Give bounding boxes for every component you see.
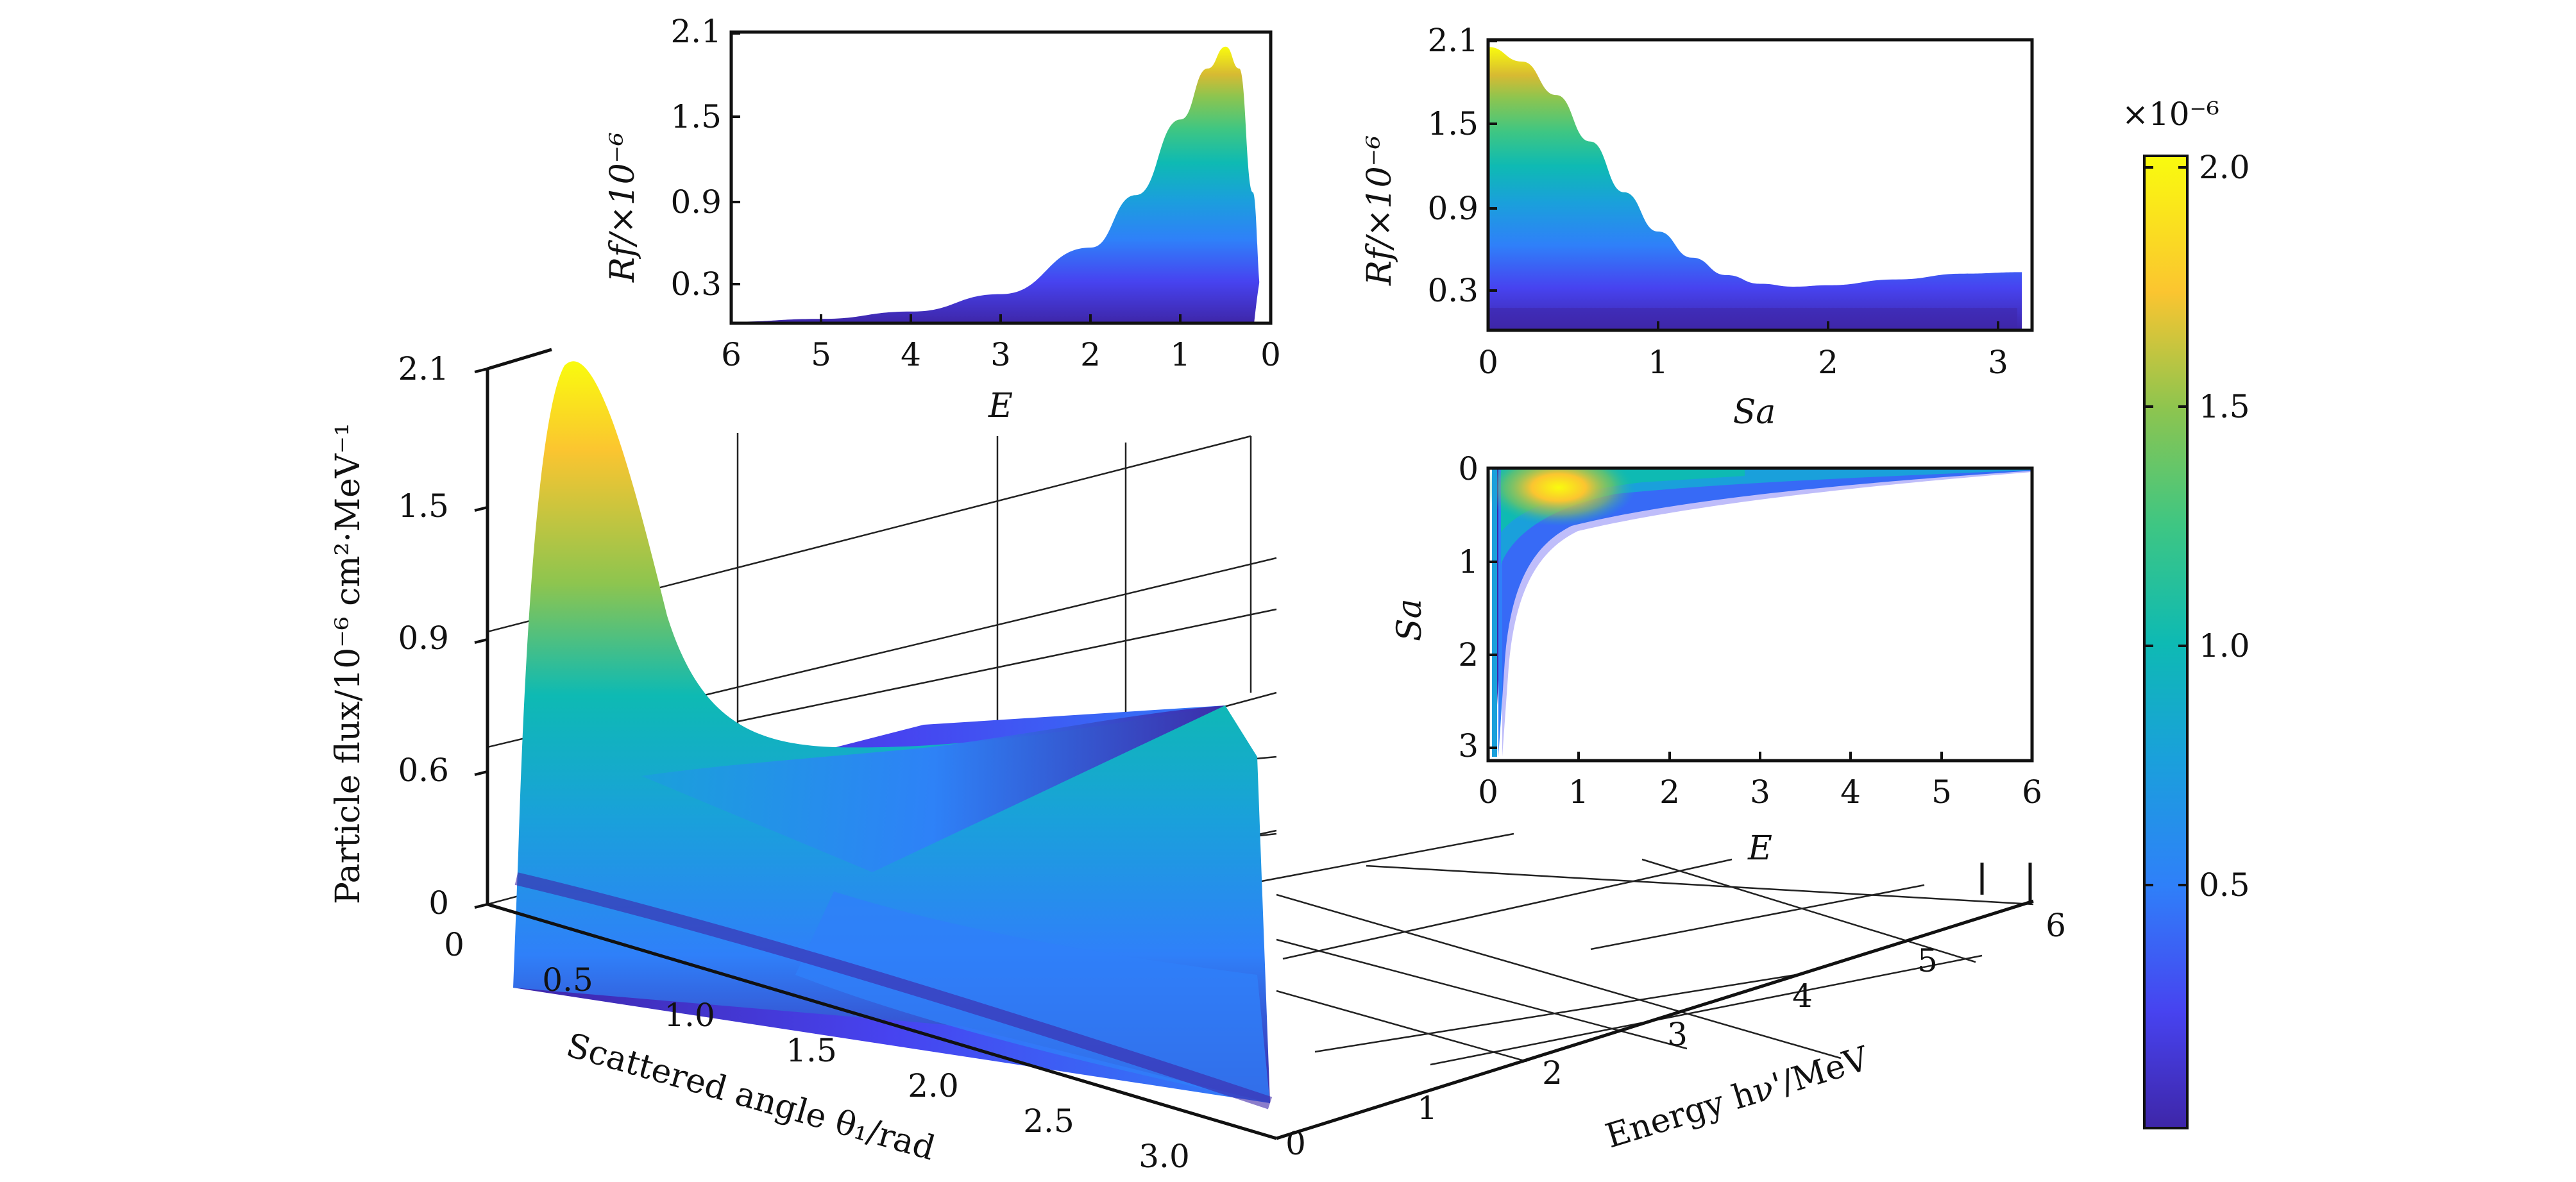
y-tick: 1	[1458, 543, 1479, 580]
surface-z-axis-label: Energy hν'/MeV	[1601, 1039, 1874, 1156]
energy-tick: 4	[1792, 977, 1813, 1015]
angle-tick: 3.0	[1139, 1138, 1190, 1175]
y-tick: 2	[1458, 636, 1479, 673]
angle-tick: 2.5	[1023, 1102, 1074, 1140]
inset-map-x-label: E	[1747, 829, 1772, 868]
x-tick: 5	[811, 336, 831, 373]
x-tick: 1	[1170, 336, 1191, 373]
inset-angle-frame	[1486, 38, 2034, 332]
angle-tick: 0.5	[542, 961, 593, 999]
inset-map-plot: 0 1 2 3 4 5 6 0 1 2 3 E Sa	[1391, 450, 2042, 868]
z-tick: 1.5	[398, 487, 449, 525]
inset-angle-x-label: Sa	[1733, 393, 1776, 432]
y-tick: 1.5	[670, 98, 722, 135]
inset-map-y-ticks: 0 1 2 3	[1458, 450, 1497, 764]
colorbar-ticks: 2.0 1.5 1.0 0.5	[2144, 149, 2250, 904]
x-tick: 5	[1931, 773, 1952, 811]
energy-tick: 3	[1667, 1016, 1688, 1053]
x-tick: 1	[1568, 773, 1589, 811]
y-tick: 0.3	[1427, 272, 1479, 309]
inset-map-x-ticks: 0 1 2 3 4 5 6	[1478, 752, 2042, 811]
x-tick: 4	[901, 336, 921, 373]
colorbar: ×10⁻⁶ 2.0 1.5 1.0 0.5	[2122, 96, 2250, 1129]
colorbar-tick: 0.5	[2199, 866, 2250, 904]
x-tick: 2	[1818, 344, 1838, 381]
inset-angle-y-ticks: 0.3 0.9 1.5 2.1	[1427, 22, 1497, 309]
colorbar-gradient	[2143, 155, 2189, 1129]
inset-angle-x-ticks: 0 1 2 3	[1478, 321, 2008, 381]
surface-mesh	[513, 361, 1273, 1110]
z-tick: 2.1	[398, 350, 449, 387]
angle-tick: 2.0	[908, 1067, 959, 1104]
z-tick: 0.6	[398, 752, 449, 789]
angle-area	[1488, 47, 2022, 330]
colorbar-exponent: ×10⁻⁶	[2122, 96, 2219, 133]
y-tick: 0	[1458, 450, 1479, 487]
x-tick: 3	[1988, 344, 2008, 381]
x-tick: 6	[721, 336, 741, 373]
y-tick: 0.9	[670, 183, 722, 221]
energy-tick: 2	[1542, 1054, 1563, 1092]
energy-tick: 0	[1285, 1125, 1306, 1162]
angle-tick: 1.5	[786, 1032, 837, 1069]
colorbar-tick: 2.0	[2199, 149, 2250, 186]
energy-tick: 6	[2046, 907, 2066, 944]
angle-tick: 0	[444, 926, 464, 963]
surface-x-axis-label: Scattered angle θ₁/rad	[562, 1026, 939, 1168]
surface-y-axis-label: Particle flux/10⁻⁶ cm²·MeV⁻¹	[329, 423, 368, 904]
energy-tick: 5	[1917, 942, 1938, 979]
inset-energy-plot: 6 5 4 3 2 1 0 0.3 0.9 1.5 2.1 E Rf/×10⁻⁶	[604, 13, 1281, 425]
y-tick: 0.3	[670, 266, 722, 303]
angle-tick-labels: 0 0.5 1.0 1.5 2.0 2.5 3.0	[444, 926, 1190, 1175]
x-tick: 0	[1478, 344, 1498, 381]
z-tick: 0	[428, 884, 449, 922]
y-tick: 2.1	[670, 13, 722, 50]
x-tick: 0	[1260, 336, 1281, 373]
inset-energy-x-ticks: 6 5 4 3 2 1 0	[721, 314, 1281, 373]
x-tick: 1	[1648, 344, 1668, 381]
colorbar-tick: 1.5	[2199, 388, 2250, 425]
colorbar-tick: 1.0	[2199, 627, 2250, 664]
x-tick: 4	[1840, 773, 1861, 811]
inset-map-y-label: Sa	[1391, 598, 1429, 641]
y-tick: 2.1	[1427, 22, 1479, 59]
energy-area	[731, 46, 1262, 323]
x-tick: 3	[990, 336, 1011, 373]
energy-tick: 1	[1417, 1090, 1437, 1127]
y-tick: 1.5	[1427, 105, 1479, 142]
inset-angle-y-label: Rf/×10⁻⁶	[1360, 135, 1399, 286]
inset-energy-y-label: Rf/×10⁻⁶	[604, 132, 642, 283]
x-tick: 0	[1478, 773, 1498, 811]
surface-axes	[486, 348, 2034, 1140]
x-tick: 6	[2022, 773, 2042, 811]
y-tick: 0.9	[1427, 190, 1479, 227]
z-tick-labels: 0 0.6 0.9 1.5 2.1	[398, 350, 488, 922]
inset-energy-x-label: E	[988, 387, 1013, 425]
inset-energy-y-ticks: 0.3 0.9 1.5 2.1	[670, 13, 740, 303]
z-tick: 0.9	[398, 620, 449, 657]
x-tick: 3	[1750, 773, 1770, 811]
x-tick: 2	[1080, 336, 1101, 373]
angle-tick: 1.0	[664, 997, 715, 1034]
y-tick: 3	[1458, 727, 1479, 764]
x-tick: 2	[1659, 773, 1680, 811]
inset-angle-plot: 0 1 2 3 0.3 0.9 1.5 2.1 Sa Rf/×10⁻⁶	[1360, 22, 2034, 432]
energy-tick-labels: 0 1 2 3 4 5 6	[1285, 907, 2066, 1162]
